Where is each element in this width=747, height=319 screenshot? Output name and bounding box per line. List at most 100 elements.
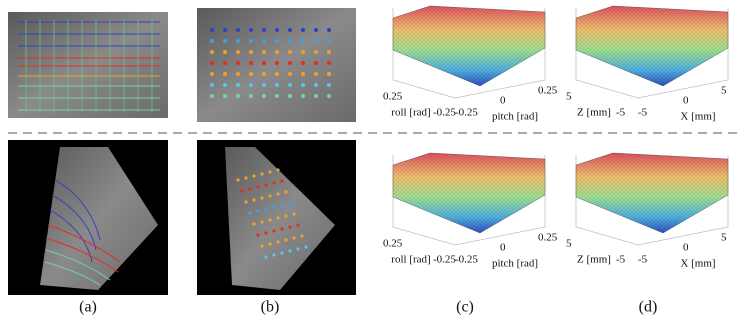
dot	[262, 39, 266, 43]
dot	[276, 216, 280, 220]
dot	[272, 205, 276, 209]
dot	[249, 83, 253, 87]
surface-plot: 5 -5 Z [mm] -5 0 5 X [mm]	[566, 5, 729, 123]
dot	[275, 39, 279, 43]
dot	[327, 50, 331, 54]
dot	[272, 181, 276, 185]
dot	[236, 178, 240, 182]
dot	[304, 245, 308, 249]
dot	[301, 39, 305, 43]
dot	[262, 50, 266, 54]
axis-box	[575, 155, 729, 246]
dot	[284, 238, 288, 242]
dot	[262, 94, 266, 98]
dot	[260, 196, 264, 200]
dot	[249, 50, 253, 54]
dot	[314, 28, 318, 32]
dot	[268, 218, 272, 222]
dot	[301, 94, 305, 98]
dot	[314, 83, 318, 87]
dot	[236, 39, 240, 43]
dot	[260, 172, 264, 176]
x-tick-label: -0.25	[455, 254, 478, 266]
dot	[292, 236, 296, 240]
dot	[264, 231, 268, 235]
axis-box	[392, 155, 546, 246]
panel-caption: (a)	[79, 299, 97, 316]
image-a-bottom	[8, 140, 168, 295]
x-tick-label: 5	[721, 232, 727, 244]
dot	[284, 190, 288, 194]
surface-mesh	[393, 6, 545, 86]
dot	[256, 209, 260, 213]
dot	[210, 28, 214, 32]
x-tick-label: 0	[683, 242, 689, 254]
dot	[275, 94, 279, 98]
image-b-top	[197, 8, 356, 122]
dot	[236, 72, 240, 76]
dot	[276, 168, 280, 172]
surface-mesh	[576, 153, 728, 233]
dot	[276, 240, 280, 244]
dot	[223, 39, 227, 43]
dot	[301, 28, 305, 32]
dot	[280, 251, 284, 255]
dot	[210, 61, 214, 65]
dot	[262, 83, 266, 87]
dot	[268, 242, 272, 246]
dot	[223, 61, 227, 65]
dot	[252, 198, 256, 202]
dot	[314, 39, 318, 43]
x-tick-label: 0	[500, 242, 506, 254]
dot	[280, 179, 284, 183]
dot	[262, 61, 266, 65]
dot	[275, 28, 279, 32]
dot	[288, 225, 292, 229]
dot	[288, 72, 292, 76]
x-tick-label: 5	[721, 85, 727, 97]
image-b-bottom	[197, 140, 356, 295]
dot	[236, 50, 240, 54]
dot	[301, 72, 305, 76]
dot	[314, 61, 318, 65]
y-tick-label: -0.25	[433, 107, 456, 119]
dot	[240, 189, 244, 193]
dot	[268, 194, 272, 198]
y-tick-label: 0.25	[383, 91, 403, 103]
x-tick-label: 0	[683, 95, 689, 107]
dot	[264, 183, 268, 187]
dot	[249, 28, 253, 32]
x-tick-label: -0.25	[455, 107, 478, 119]
dot	[275, 61, 279, 65]
dot	[236, 94, 240, 98]
dot	[301, 50, 305, 54]
dot	[296, 247, 300, 251]
dot	[249, 39, 253, 43]
y-axis-label: roll [rad]	[391, 254, 430, 266]
x-axis-label: X [mm]	[680, 258, 715, 270]
dot	[276, 192, 280, 196]
image-a-top	[8, 12, 168, 118]
dot	[236, 83, 240, 87]
dot	[262, 28, 266, 32]
dot	[210, 94, 214, 98]
dot	[327, 94, 331, 98]
dot	[284, 214, 288, 218]
dot	[296, 223, 300, 227]
axis-box	[575, 8, 729, 99]
dot	[249, 72, 253, 76]
dot	[327, 61, 331, 65]
y-tick-label: -5	[616, 107, 626, 119]
y-tick-label: 5	[566, 238, 572, 250]
y-axis-label: Z [mm]	[577, 254, 611, 266]
x-axis-label: pitch [rad]	[492, 258, 538, 270]
dot	[288, 61, 292, 65]
dot	[264, 207, 268, 211]
x-axis-label: pitch [rad]	[492, 111, 538, 123]
dot	[249, 94, 253, 98]
y-tick-label: -0.25	[433, 254, 456, 266]
panel-caption: (d)	[639, 299, 658, 316]
dot	[256, 185, 260, 189]
